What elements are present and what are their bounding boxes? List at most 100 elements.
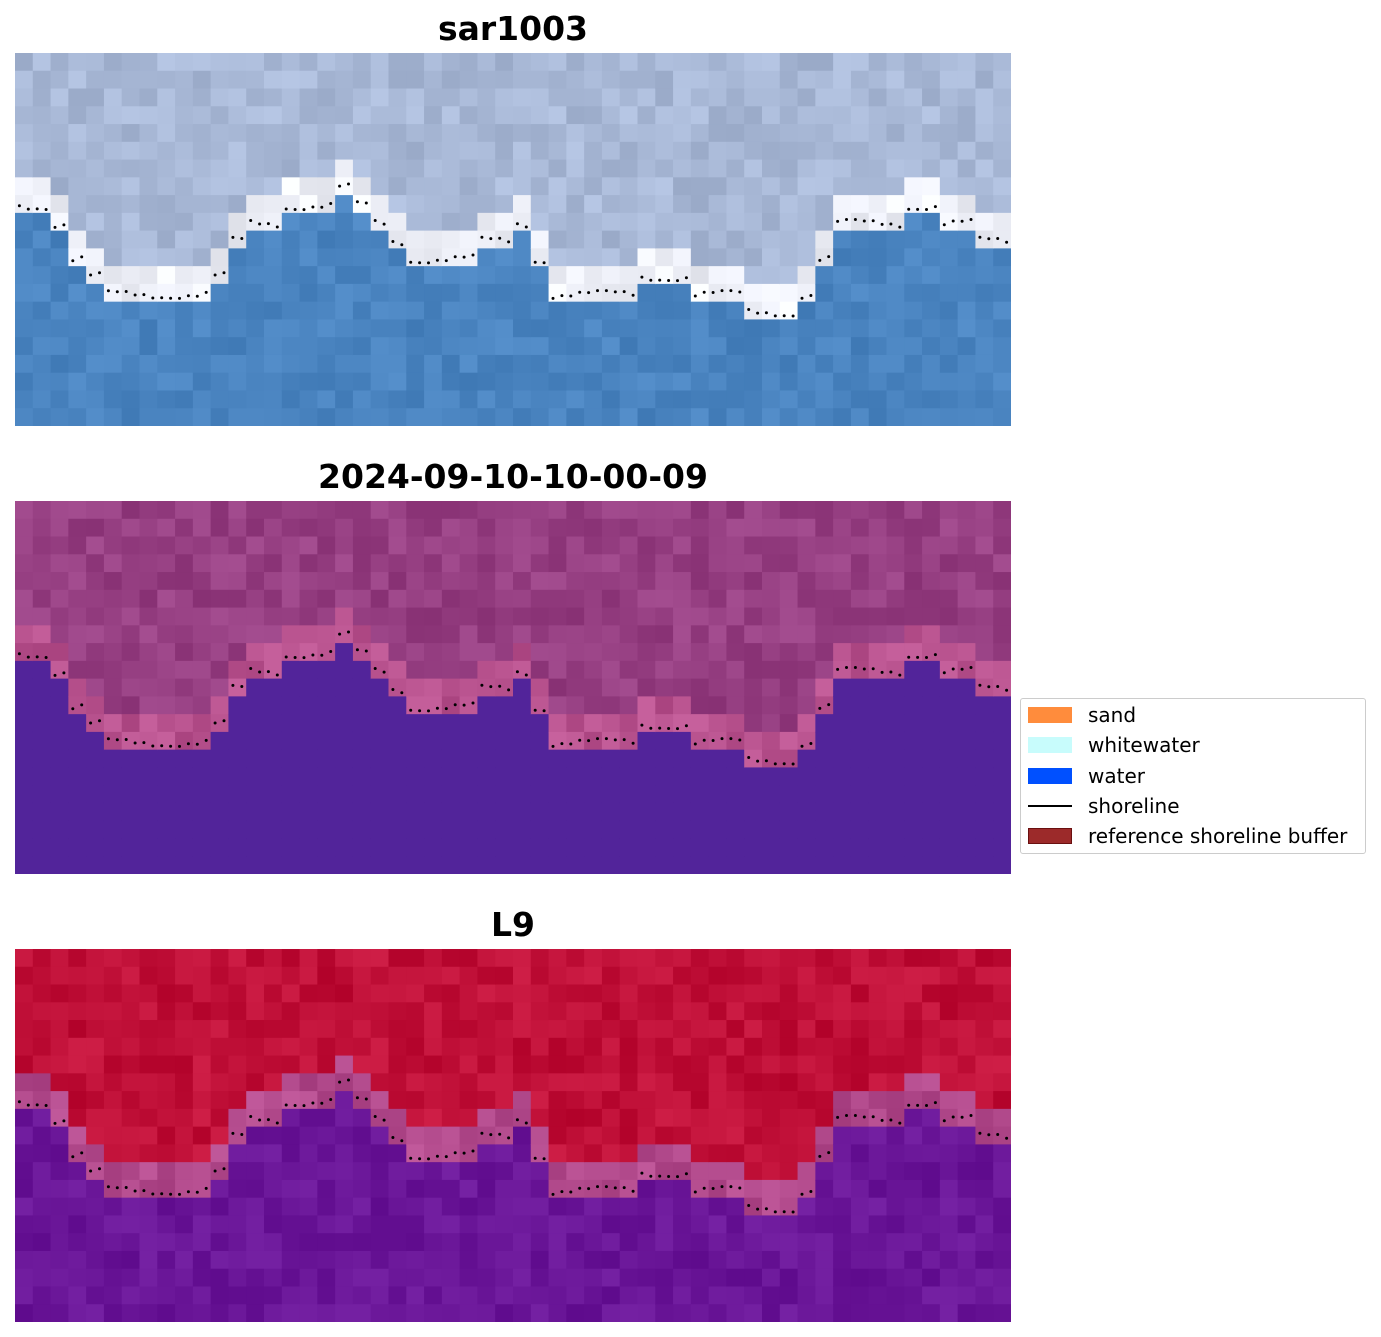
shoreline-dot [676, 727, 679, 731]
shoreline-dot [987, 1133, 991, 1137]
shoreline-dot [249, 1115, 253, 1118]
shoreline-dot [916, 207, 920, 211]
shoreline-dot [435, 1154, 439, 1158]
shoreline-dot [311, 205, 315, 209]
shoreline-dot [364, 1097, 368, 1101]
shoreline-dot [720, 1185, 724, 1189]
shoreline-dot [471, 701, 475, 705]
shoreline-dot [382, 1118, 386, 1122]
shoreline-dot [649, 1174, 653, 1178]
shoreline-dot [533, 708, 537, 712]
shoreline-dot [266, 222, 270, 226]
shoreline-dot [622, 738, 626, 742]
shoreline-dot [480, 683, 484, 687]
shoreline-dot [533, 260, 537, 264]
shoreline-dot [845, 218, 848, 221]
shoreline-dot [542, 261, 546, 265]
shoreline-dot [35, 655, 39, 659]
shoreline-dot [667, 1175, 671, 1178]
shoreline-dot [480, 1131, 484, 1135]
shoreline-dot [89, 273, 93, 277]
shoreline-dot [640, 1171, 644, 1175]
shoreline-dot [338, 632, 342, 636]
shoreline-dot [960, 667, 964, 671]
shoreline-dot [98, 271, 101, 275]
shoreline-dot [818, 1154, 822, 1158]
shoreline-dot [204, 290, 208, 294]
shoreline-dot [355, 648, 359, 652]
shoreline-dot [1005, 688, 1009, 692]
legend-item-shoreline: shoreline [1027, 795, 1363, 817]
shoreline-dot [44, 656, 48, 659]
shoreline-dot [693, 294, 697, 298]
shoreline-dot [738, 1186, 742, 1190]
shoreline-dot [240, 685, 244, 688]
shoreline-dot [186, 1190, 190, 1194]
shoreline-dot [400, 1139, 404, 1143]
shoreline-dot [409, 260, 413, 264]
shoreline-dot [231, 235, 235, 239]
shoreline-dot [898, 673, 902, 677]
shoreline-dot [622, 290, 626, 294]
shoreline-dot [800, 1192, 804, 1196]
shoreline-dot [284, 655, 288, 659]
shoreline-dot [551, 1192, 555, 1196]
shoreline-dot [907, 1103, 911, 1107]
panel-1-title: sar1003 [437, 9, 589, 48]
shoreline-dot [471, 253, 475, 257]
shoreline-dot [578, 1186, 582, 1190]
shoreline-dot [427, 709, 430, 713]
shoreline-dot [818, 706, 822, 710]
shoreline-dot [515, 1118, 519, 1122]
shoreline-dot [453, 703, 457, 707]
shoreline-dot [764, 1207, 768, 1211]
shoreline-dot [17, 204, 21, 208]
shoreline-dot [258, 670, 262, 674]
shoreline-dot [676, 279, 679, 283]
shoreline-dot [320, 1101, 324, 1105]
shoreline-dot [355, 200, 359, 204]
shoreline-dot [391, 688, 395, 691]
shoreline-dot [978, 1131, 982, 1135]
shoreline-dot [302, 656, 306, 660]
shoreline-dot [98, 1167, 101, 1171]
shoreline-dot [142, 293, 146, 297]
shoreline-dot [373, 1115, 377, 1118]
shoreline-dot [507, 1136, 511, 1140]
shoreline-dot [231, 683, 235, 687]
shoreline-dot [302, 208, 306, 212]
shoreline-dot [186, 294, 190, 298]
shoreline-dot [933, 1101, 937, 1105]
shoreline-dot [684, 1172, 688, 1176]
shoreline-dot [364, 649, 368, 653]
shoreline-dot [160, 1192, 164, 1196]
shoreline-dot [631, 293, 635, 297]
shoreline-dot [676, 1175, 679, 1179]
shoreline-dot [560, 294, 564, 298]
shoreline-dot [106, 737, 110, 741]
shoreline-dot [987, 685, 991, 689]
shoreline-dot [649, 726, 653, 730]
shoreline-dot [347, 630, 350, 634]
shoreline-dot [338, 184, 342, 188]
shoreline-dot [71, 1155, 75, 1159]
shoreline-dot [791, 762, 795, 766]
shoreline-dot [747, 1204, 751, 1207]
shoreline-dot [178, 296, 181, 300]
shoreline-dot [942, 1119, 946, 1123]
shoreline-dot [996, 1133, 1000, 1136]
shoreline-dot [720, 737, 724, 741]
shoreline-dot [871, 219, 875, 223]
shoreline-dot [729, 289, 733, 293]
shoreline-dot [471, 1149, 475, 1153]
shoreline-dot [969, 218, 973, 221]
shoreline-dot [925, 208, 928, 211]
shoreline-dot [249, 219, 253, 222]
shoreline-dot [391, 1136, 395, 1139]
shoreline-dot [969, 1114, 973, 1117]
shoreline-dot [444, 707, 448, 711]
shoreline-dot [871, 667, 875, 671]
shoreline-dot [169, 1192, 173, 1196]
shoreline-dot [711, 739, 715, 742]
shoreline-dot [524, 1121, 528, 1125]
